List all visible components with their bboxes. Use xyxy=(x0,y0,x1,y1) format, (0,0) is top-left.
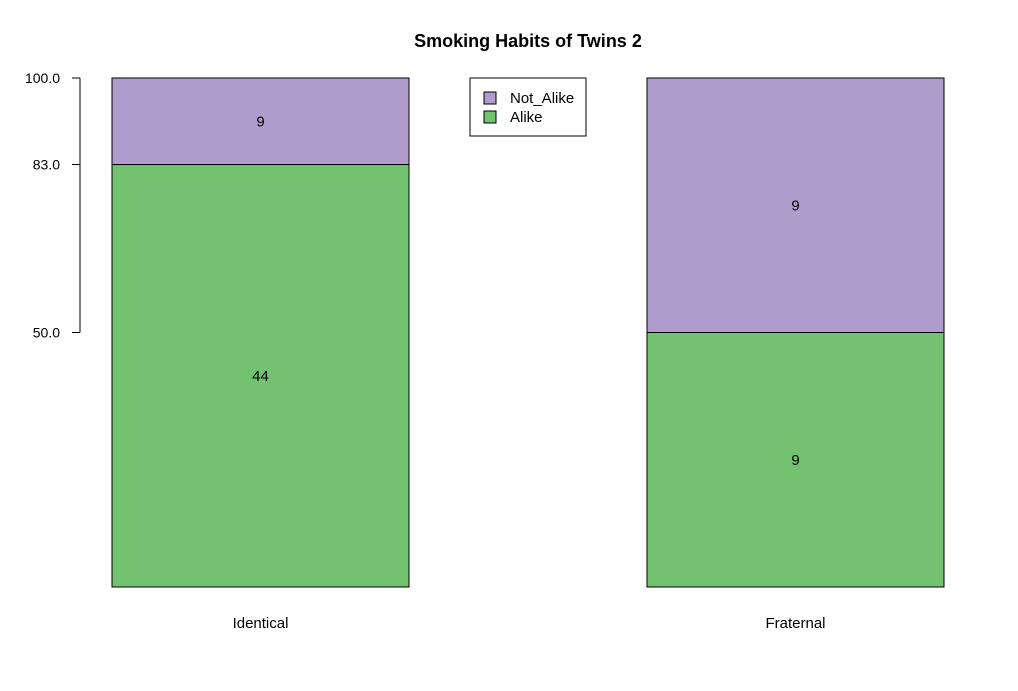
bars xyxy=(111,77,945,588)
legend-label: Not_Alike xyxy=(510,90,574,107)
y-axis: 50.0 83.0 100.0 xyxy=(25,70,81,341)
bar-value-label: 9 xyxy=(256,113,264,130)
legend-swatch xyxy=(483,110,497,124)
legend-swatch xyxy=(483,91,497,105)
x-category-label: Identical xyxy=(233,615,289,632)
bar-segment xyxy=(111,77,410,166)
bar-value-labels: 44 9 9 9 xyxy=(252,113,800,468)
y-tick-label: 100.0 xyxy=(25,70,60,86)
bar-value-label: 9 xyxy=(791,197,799,214)
y-tick-label: 83.0 xyxy=(33,157,60,173)
y-tick-label: 50.0 xyxy=(33,325,60,341)
legend-box xyxy=(469,77,587,137)
bar-segment xyxy=(646,332,945,588)
bar-segment xyxy=(646,77,945,333)
bar-value-label: 9 xyxy=(791,452,799,469)
legend-label: Alike xyxy=(510,109,543,126)
x-axis-category-labels: Identical Fraternal xyxy=(233,615,826,632)
bar-value-label: 44 xyxy=(252,368,269,385)
x-category-label: Fraternal xyxy=(765,615,825,632)
bar-segment xyxy=(111,164,410,588)
legend: Not_Alike Alike xyxy=(469,77,587,137)
chart-title: Smoking Habits of Twins 2 xyxy=(414,31,642,51)
